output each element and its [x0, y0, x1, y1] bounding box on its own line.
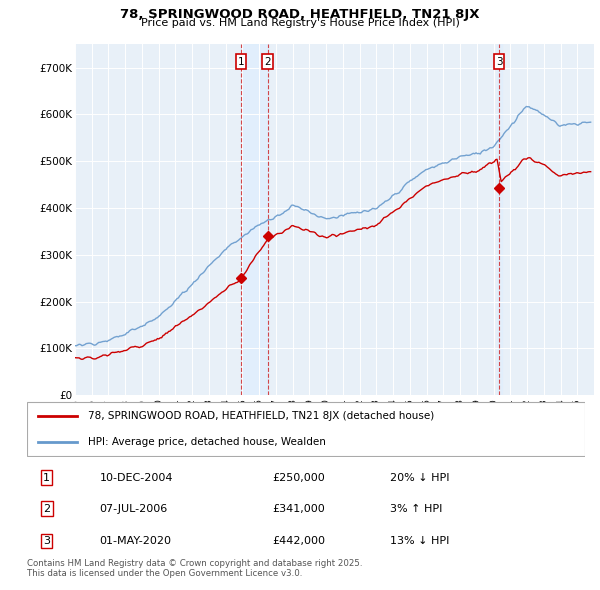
- Text: £250,000: £250,000: [272, 473, 325, 483]
- Text: 20% ↓ HPI: 20% ↓ HPI: [390, 473, 449, 483]
- Text: 1: 1: [238, 57, 244, 67]
- Text: 07-JUL-2006: 07-JUL-2006: [100, 504, 168, 514]
- Text: 13% ↓ HPI: 13% ↓ HPI: [390, 536, 449, 546]
- Text: 2: 2: [43, 504, 50, 514]
- Text: £341,000: £341,000: [272, 504, 325, 514]
- Text: 78, SPRINGWOOD ROAD, HEATHFIELD, TN21 8JX (detached house): 78, SPRINGWOOD ROAD, HEATHFIELD, TN21 8J…: [88, 411, 434, 421]
- FancyBboxPatch shape: [27, 402, 585, 456]
- Text: 1: 1: [43, 473, 50, 483]
- Text: 2: 2: [265, 57, 271, 67]
- Text: 01-MAY-2020: 01-MAY-2020: [100, 536, 172, 546]
- Text: 10-DEC-2004: 10-DEC-2004: [100, 473, 173, 483]
- Text: Price paid vs. HM Land Registry's House Price Index (HPI): Price paid vs. HM Land Registry's House …: [140, 18, 460, 28]
- Bar: [497, 44, 502, 395]
- Text: 3: 3: [43, 536, 50, 546]
- Text: Contains HM Land Registry data © Crown copyright and database right 2025.
This d: Contains HM Land Registry data © Crown c…: [27, 559, 362, 578]
- Text: HPI: Average price, detached house, Wealden: HPI: Average price, detached house, Weal…: [88, 437, 326, 447]
- Bar: [241, 44, 268, 395]
- Text: £442,000: £442,000: [272, 536, 326, 546]
- Text: 3% ↑ HPI: 3% ↑ HPI: [390, 504, 442, 514]
- Text: 78, SPRINGWOOD ROAD, HEATHFIELD, TN21 8JX: 78, SPRINGWOOD ROAD, HEATHFIELD, TN21 8J…: [120, 8, 480, 21]
- Text: 3: 3: [496, 57, 502, 67]
